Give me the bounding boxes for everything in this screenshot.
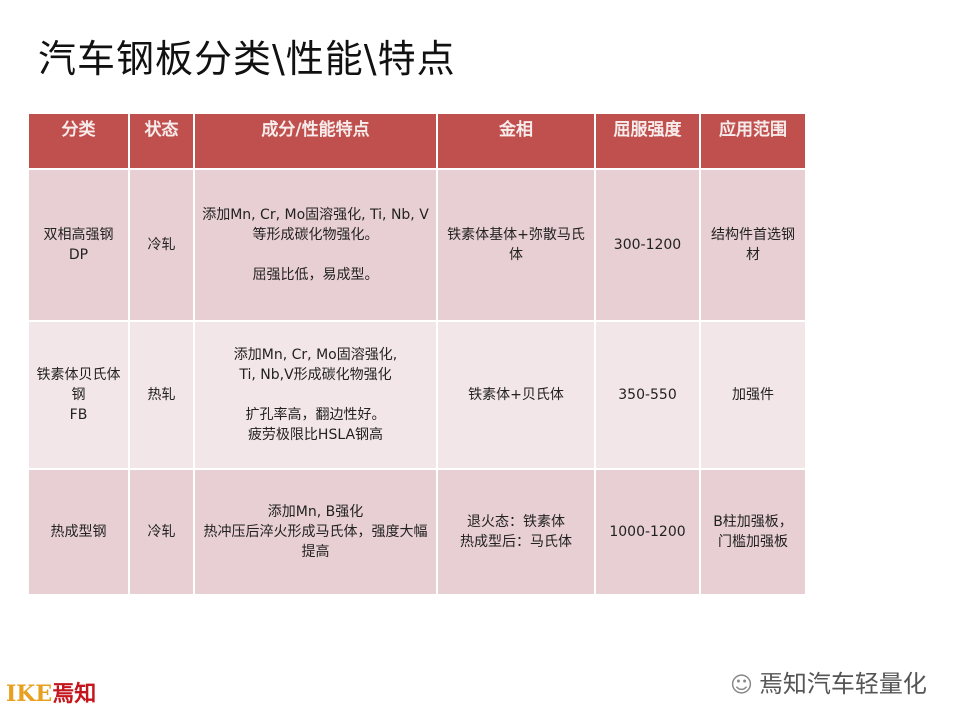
wechat-icon: ☺: [730, 673, 753, 698]
table-row: 铁素体贝氏体钢 FB 热轧 添加Mn, Cr, Mo固溶强化, Ti, Nb,V…: [27, 320, 807, 470]
cell-category: 铁素体贝氏体钢 FB: [27, 320, 130, 470]
cell-metallography: 退火态：铁素体 热成型后：马氏体: [436, 468, 596, 596]
header-metallography: 金相: [436, 112, 596, 170]
header-yield-strength: 屈服强度: [594, 112, 701, 170]
cell-state: 冷轧: [128, 468, 195, 596]
cell-state: 热轧: [128, 320, 195, 470]
cell-state: 冷轧: [128, 168, 195, 322]
cell-composition: 添加Mn, Cr, Mo固溶强化, Ti, Nb, V等形成碳化物强化。 屈强比…: [193, 168, 438, 322]
table-row: 热成型钢 冷轧 添加Mn, B强化 热冲压后淬火形成马氏体，强度大幅提高 退火态…: [27, 468, 807, 596]
cell-yield-strength: 300-1200: [594, 168, 701, 322]
logo-latin: IKE: [6, 681, 53, 707]
cell-category: 热成型钢: [27, 468, 130, 596]
header-state: 状态: [128, 112, 195, 170]
table-header-row: 分类 状态 成分/性能特点 金相 屈服强度 应用范围: [27, 112, 807, 170]
logo-cjk: 焉知: [52, 681, 97, 707]
cell-yield-strength: 350-550: [594, 320, 701, 470]
watermark-text: 焉知汽车轻量化: [758, 670, 927, 698]
header-category: 分类: [27, 112, 130, 170]
ike-logo: IKE焉知: [6, 676, 96, 708]
cell-application: B柱加强板， 门槛加强板: [699, 468, 807, 596]
cell-yield-strength: 1000-1200: [594, 468, 701, 596]
page-title: 汽车钢板分类\性能\特点: [38, 37, 456, 81]
cell-composition: 添加Mn, Cr, Mo固溶强化, Ti, Nb,V形成碳化物强化 扩孔率高，翻…: [193, 320, 438, 470]
cell-composition: 添加Mn, B强化 热冲压后淬火形成马氏体，强度大幅提高: [193, 468, 438, 596]
cell-metallography: 铁素体基体+弥散马氏体: [436, 168, 596, 322]
watermark: ☺ 焉知汽车轻量化: [730, 664, 927, 699]
header-composition: 成分/性能特点: [193, 112, 438, 170]
steel-classification-table: 分类 状态 成分/性能特点 金相 屈服强度 应用范围 双相高强钢 DP 冷轧 添…: [27, 112, 807, 596]
cell-metallography: 铁素体+贝氏体: [436, 320, 596, 470]
cell-application: 加强件: [699, 320, 807, 470]
header-application: 应用范围: [699, 112, 807, 170]
cell-application: 结构件首选钢材: [699, 168, 807, 322]
table-row: 双相高强钢 DP 冷轧 添加Mn, Cr, Mo固溶强化, Ti, Nb, V等…: [27, 168, 807, 322]
cell-category: 双相高强钢 DP: [27, 168, 130, 322]
